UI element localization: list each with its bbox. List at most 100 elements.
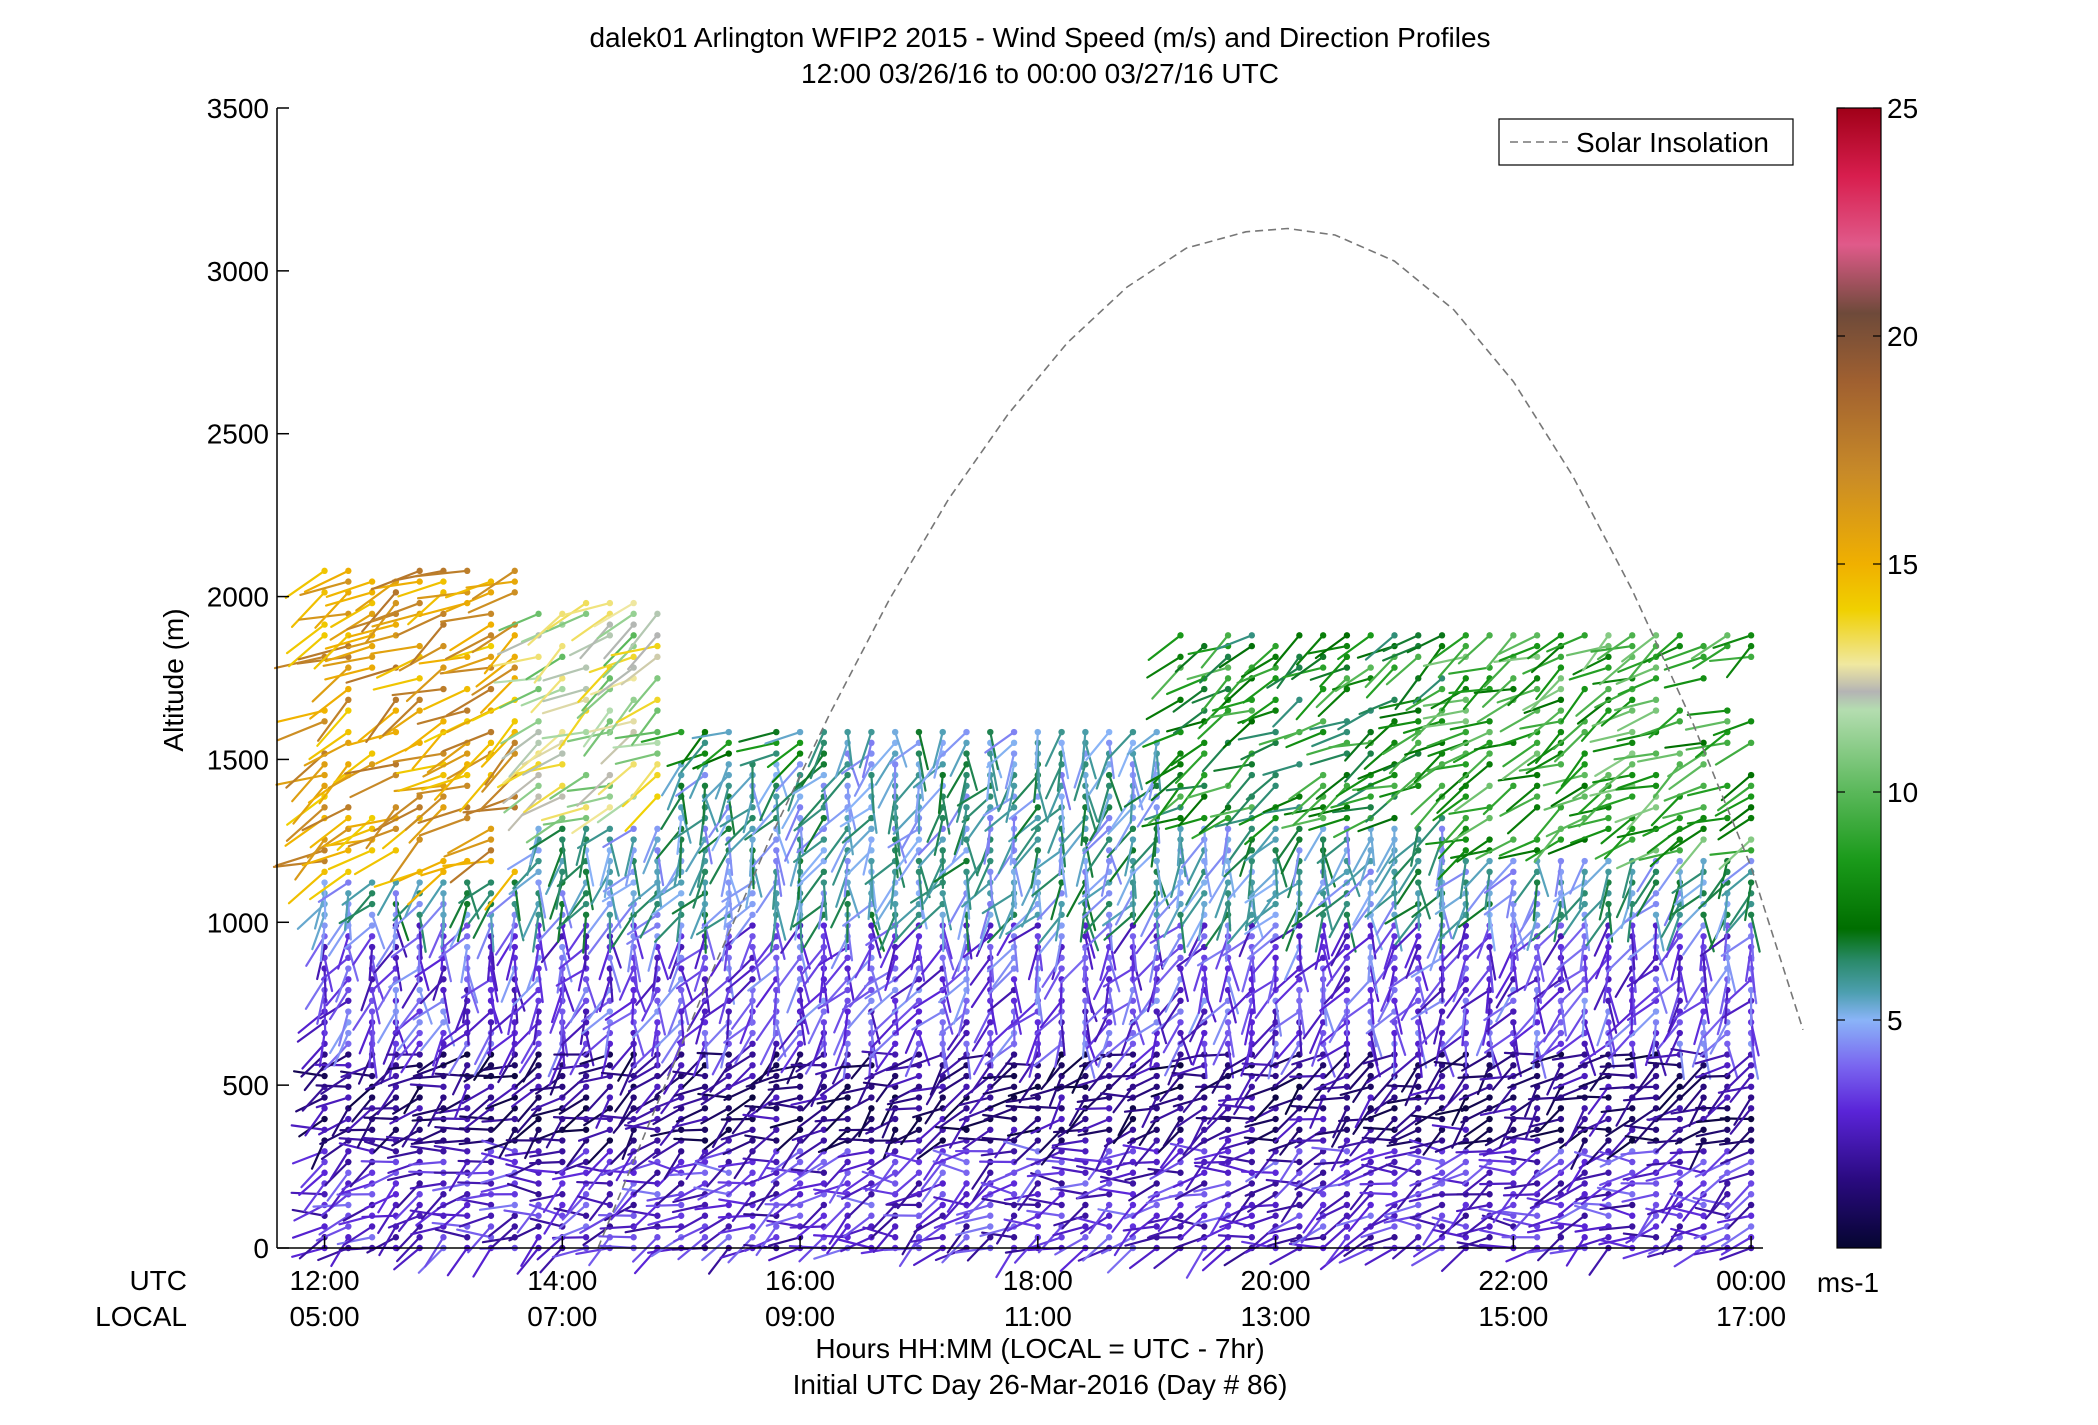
- wind-barb-dot: [844, 1094, 851, 1101]
- wind-barb-staff: [969, 1085, 992, 1115]
- wind-barb-staff: [924, 1096, 944, 1125]
- wind-barb-dot: [487, 879, 495, 886]
- wind-barb-staff: [894, 838, 899, 879]
- wind-barb-dot: [654, 1234, 661, 1241]
- wind-barb-staff: [965, 956, 970, 995]
- wind-barb-dot: [535, 825, 542, 833]
- wind-barb-dot: [1010, 1212, 1018, 1219]
- wind-barb-staff: [612, 1182, 635, 1214]
- wind-barb-dot: [820, 1169, 828, 1176]
- wind-barb-dot: [868, 761, 875, 768]
- wind-barb-staff: [786, 978, 802, 1014]
- wind-barb-staff: [989, 752, 999, 792]
- wind-barb-staff: [410, 1225, 445, 1236]
- wind-barb-staff: [886, 1096, 921, 1106]
- wind-barb-staff: [703, 1021, 730, 1049]
- wind-barb-dot: [345, 1115, 352, 1123]
- wind-barb-dot: [1058, 1051, 1065, 1058]
- wind-barb-staff: [346, 1107, 374, 1132]
- wind-barb-staff: [798, 1010, 806, 1046]
- wind-barb-staff: [718, 1225, 754, 1235]
- wind-barb-staff: [989, 967, 993, 1004]
- wind-barb-dot: [582, 1126, 590, 1133]
- wind-barb-dot: [345, 868, 352, 875]
- wind-barb-dot: [582, 804, 590, 811]
- wind-barb-staff: [434, 1139, 469, 1145]
- wind-barb-staff: [539, 1246, 564, 1274]
- wind-barb-dot: [1201, 642, 1208, 650]
- wind-barb-dot: [1367, 728, 1374, 736]
- wind-barb-staff: [621, 1187, 659, 1196]
- wind-barb-staff: [550, 988, 564, 1024]
- wind-barb-staff: [719, 806, 754, 828]
- wind-barb-dot: [535, 1191, 542, 1198]
- wind-barb-dot: [416, 1148, 423, 1155]
- wind-barb-staff: [310, 1139, 326, 1170]
- wind-barb-dot: [582, 1234, 590, 1241]
- wind-barb-staff: [707, 1246, 730, 1275]
- wind-barb-staff: [588, 1160, 611, 1191]
- wind-barb-dot: [987, 1223, 994, 1230]
- wind-barb-staff: [867, 988, 897, 1015]
- wind-barb-staff: [893, 956, 921, 982]
- wind-barb-dot: [321, 804, 328, 811]
- wind-barb-dot: [963, 1169, 970, 1176]
- wind-barb-staff: [955, 1214, 992, 1225]
- wind-barb-dot: [796, 793, 804, 800]
- wind-barb-staff: [513, 902, 525, 942]
- wind-barb-staff: [508, 1225, 540, 1242]
- wind-barb-dot: [1319, 632, 1327, 639]
- wind-barb-staff: [631, 988, 635, 1025]
- wind-barb-staff: [693, 956, 707, 992]
- wind-barb-staff: [871, 1021, 897, 1048]
- wind-barb-staff: [703, 978, 711, 1014]
- wind-barb-staff: [989, 773, 1000, 813]
- wind-barb-dot: [559, 761, 566, 768]
- wind-barb-staff: [667, 1042, 683, 1077]
- wind-barb-dot: [582, 825, 590, 833]
- wind-barb-staff: [483, 1074, 516, 1079]
- wind-barb-staff: [744, 816, 778, 841]
- wind-barb-staff: [627, 1107, 659, 1125]
- wind-barb-dot: [1201, 1094, 1208, 1101]
- wind-barb-dot: [1105, 890, 1113, 897]
- wind-barb-staff: [522, 1053, 540, 1083]
- wind-barb-staff: [742, 795, 754, 834]
- wind-barb-staff: [381, 698, 421, 737]
- wind-barb-staff: [309, 816, 350, 849]
- wind-barb-staff: [392, 1096, 421, 1115]
- wind-barb-staff: [711, 1117, 730, 1149]
- wind-barb-staff: [415, 569, 469, 578]
- wind-barb-staff: [747, 967, 778, 992]
- wind-barb-staff: [561, 967, 565, 1005]
- wind-barb-dot: [796, 986, 804, 994]
- wind-barb-staff: [918, 1128, 944, 1155]
- wind-barb-dot: [891, 1148, 899, 1155]
- wind-barb-staff: [727, 795, 736, 836]
- wind-barb-dot: [701, 868, 709, 875]
- wind-barb-staff: [938, 1074, 968, 1094]
- wind-barb-staff: [449, 623, 493, 652]
- wind-barb-staff: [309, 870, 350, 901]
- wind-barb-staff: [744, 1193, 778, 1207]
- wind-barb-staff: [1026, 1209, 1063, 1217]
- wind-barb-dot: [1343, 965, 1351, 972]
- wind-barb-dot: [606, 771, 614, 779]
- wind-barb-staff: [341, 881, 374, 906]
- wind-barb-dot: [725, 771, 732, 779]
- wind-barb-dot: [654, 986, 661, 994]
- wind-barb-dot: [1391, 1094, 1398, 1101]
- wind-barb-dot: [1415, 997, 1422, 1004]
- wind-barb-dot: [749, 836, 756, 843]
- wind-barb-staff: [603, 623, 635, 660]
- wind-barb-staff: [459, 773, 493, 813]
- wind-barb-dot: [773, 782, 780, 790]
- wind-barb-staff: [449, 913, 469, 948]
- wind-barb-dot: [915, 1083, 923, 1090]
- wind-barb-dot: [1462, 632, 1470, 639]
- wind-barb-dot: [1343, 642, 1351, 650]
- wind-barb-staff: [599, 1169, 635, 1174]
- wind-barb-staff: [971, 1021, 992, 1052]
- wind-barb-dot: [582, 1083, 590, 1090]
- wind-barb-staff: [676, 924, 683, 963]
